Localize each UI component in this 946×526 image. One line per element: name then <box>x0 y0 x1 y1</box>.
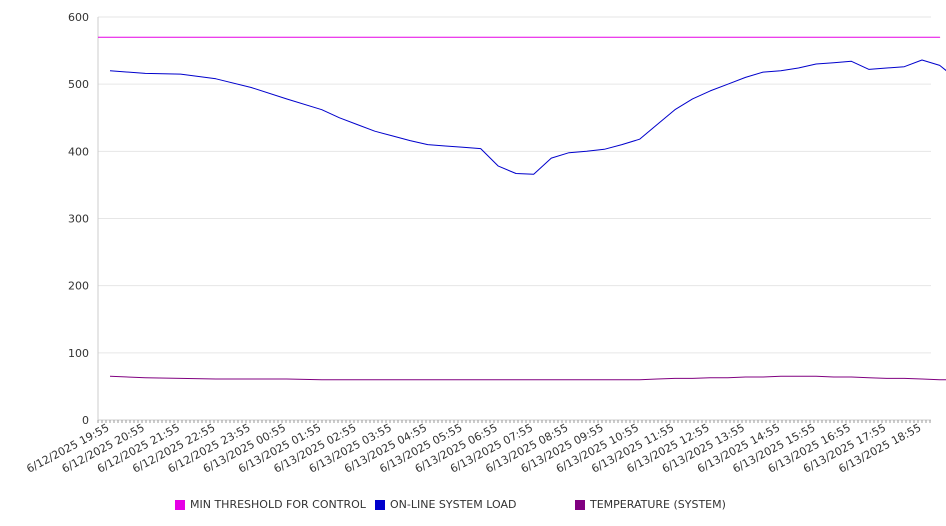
legend-label-system-load: ON-LINE SYSTEM LOAD <box>390 498 517 511</box>
series-line-on-line-system-load <box>109 59 946 175</box>
axes <box>97 17 931 423</box>
legend: MIN THRESHOLD FOR CONTROL ON-LINE SYSTEM… <box>0 498 946 514</box>
grid-lines <box>98 16 931 354</box>
legend-item-system-load: ON-LINE SYSTEM LOAD <box>375 498 516 511</box>
y-tick-label: 200 <box>68 280 89 293</box>
y-tick-label: 100 <box>68 347 89 360</box>
legend-item-temperature: TEMPERATURE (SYSTEM) <box>575 498 726 511</box>
y-tick-labels: 0 100 200 300 400 500 600 <box>68 11 89 427</box>
y-tick-label: 500 <box>68 78 89 91</box>
legend-swatch-temperature <box>575 499 585 510</box>
legend-label-min-threshold: MIN THRESHOLD FOR CONTROL <box>190 498 366 511</box>
y-tick-label: 600 <box>68 11 89 24</box>
legend-swatch-min-threshold <box>175 499 185 510</box>
x-tick-labels: 6/12/2025 19:556/12/2025 20:556/12/2025 … <box>24 421 923 475</box>
y-tick-label: 400 <box>68 145 89 158</box>
series-lines <box>98 36 946 381</box>
legend-swatch-system-load <box>375 499 385 510</box>
series-line-temperature-system <box>109 375 946 381</box>
y-tick-label: 0 <box>82 414 89 427</box>
legend-label-temperature: TEMPERATURE (SYSTEM) <box>590 498 726 511</box>
legend-item-min-threshold: MIN THRESHOLD FOR CONTROL <box>175 498 366 511</box>
y-tick-label: 300 <box>68 213 89 226</box>
